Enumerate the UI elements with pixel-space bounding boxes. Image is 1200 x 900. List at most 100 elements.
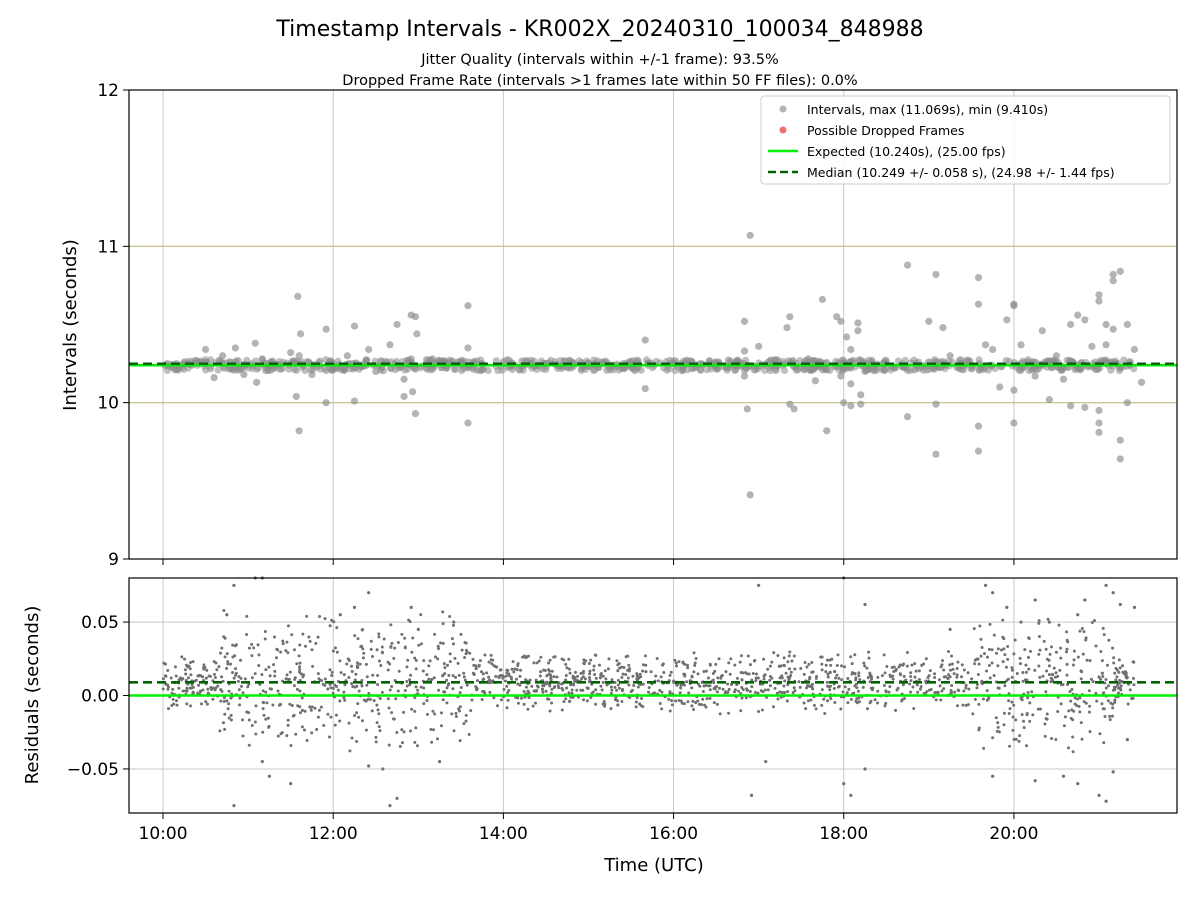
residual-point	[696, 672, 700, 676]
residual-point	[457, 707, 461, 711]
residual-point	[936, 690, 940, 694]
residual-point	[219, 688, 223, 692]
residual-point	[876, 675, 880, 679]
residual-point	[888, 685, 892, 689]
residual-point	[1068, 690, 1072, 694]
residual-point	[1104, 678, 1108, 682]
residual-point	[1017, 739, 1021, 743]
residual-point	[360, 684, 364, 688]
residual-point	[169, 676, 173, 680]
residual-point	[655, 657, 659, 661]
residual-point	[991, 591, 995, 595]
residual-point	[1037, 664, 1041, 668]
residual-point	[390, 684, 394, 688]
residual-point	[414, 667, 418, 671]
residual-point	[331, 686, 335, 690]
interval-point	[800, 365, 808, 373]
residual-point	[702, 669, 706, 673]
residual-point	[1067, 709, 1071, 713]
residual-point	[1112, 685, 1116, 689]
residual-point	[985, 698, 989, 702]
residual-point	[960, 663, 964, 667]
residual-point	[1113, 700, 1117, 704]
residual-point	[1132, 605, 1137, 609]
residual-point	[610, 688, 614, 692]
residual-point	[321, 682, 325, 686]
residual-point	[367, 764, 371, 768]
residual-point	[300, 725, 304, 729]
residual-point	[361, 647, 365, 651]
residual-point	[250, 676, 254, 680]
residual-point	[924, 657, 928, 661]
residual-point	[1131, 696, 1135, 700]
residual-point	[922, 691, 926, 695]
residual-point	[953, 690, 957, 694]
residual-point	[760, 708, 764, 712]
residual-point	[606, 667, 610, 671]
residual-point	[757, 583, 761, 587]
residual-point	[615, 659, 619, 663]
residual-point	[333, 723, 337, 727]
residual-point	[366, 698, 370, 702]
residual-point	[288, 670, 292, 674]
residual-point	[190, 683, 194, 687]
residual-point	[393, 646, 397, 650]
residual-point	[375, 648, 379, 652]
interval-point	[322, 399, 330, 407]
residual-point	[690, 704, 694, 708]
residual-point	[956, 688, 960, 692]
residual-point	[452, 620, 456, 624]
interval-point	[1130, 345, 1139, 354]
residual-point	[788, 650, 792, 654]
residual-point	[849, 793, 853, 797]
residual-point	[305, 614, 309, 618]
residual-point	[883, 704, 887, 708]
residual-point	[327, 735, 331, 739]
residual-point	[647, 686, 651, 690]
residual-point	[973, 662, 977, 666]
residual-point	[726, 682, 730, 686]
residual-point	[252, 646, 256, 650]
residual-point	[840, 664, 844, 668]
residual-point	[925, 690, 929, 694]
residual-point	[436, 657, 440, 661]
residual-point	[682, 683, 686, 687]
residual-point	[1095, 699, 1099, 703]
residual-point	[550, 687, 554, 691]
residual-point	[1053, 675, 1057, 679]
residual-point	[894, 669, 898, 673]
residual-point	[905, 664, 909, 668]
residual-point	[973, 697, 977, 701]
residual-point	[232, 583, 236, 587]
residual-point	[792, 654, 796, 658]
legend-dropped-marker	[779, 126, 787, 134]
residual-point	[289, 743, 293, 747]
residual-point	[1078, 629, 1082, 633]
legend-dropped-label: Possible Dropped Frames	[807, 123, 964, 138]
residual-point	[810, 670, 814, 674]
residual-point	[1065, 630, 1069, 634]
residual-point	[355, 711, 359, 715]
residual-point	[197, 683, 201, 687]
residual-point	[166, 669, 170, 673]
residual-point	[347, 675, 351, 679]
residual-point	[292, 648, 296, 652]
residual-point	[499, 698, 503, 702]
residual-point	[586, 686, 590, 690]
residual-point	[454, 711, 458, 715]
residual-point	[419, 685, 423, 689]
residual-point	[589, 658, 593, 662]
legend-expected-label: Expected (10.240s), (25.00 fps)	[807, 144, 1006, 159]
residual-point	[336, 688, 340, 692]
residual-point	[755, 672, 759, 676]
residual-point	[579, 688, 583, 692]
residual-point	[1008, 744, 1012, 748]
residual-point	[828, 684, 832, 688]
residual-point	[991, 736, 995, 740]
residual-point	[342, 690, 346, 694]
intervals-y-axis-label: Intervals (seconds)	[60, 239, 81, 411]
residual-point	[295, 687, 299, 691]
interval-point	[823, 427, 831, 435]
residual-point	[548, 709, 552, 713]
residual-point	[443, 666, 447, 670]
